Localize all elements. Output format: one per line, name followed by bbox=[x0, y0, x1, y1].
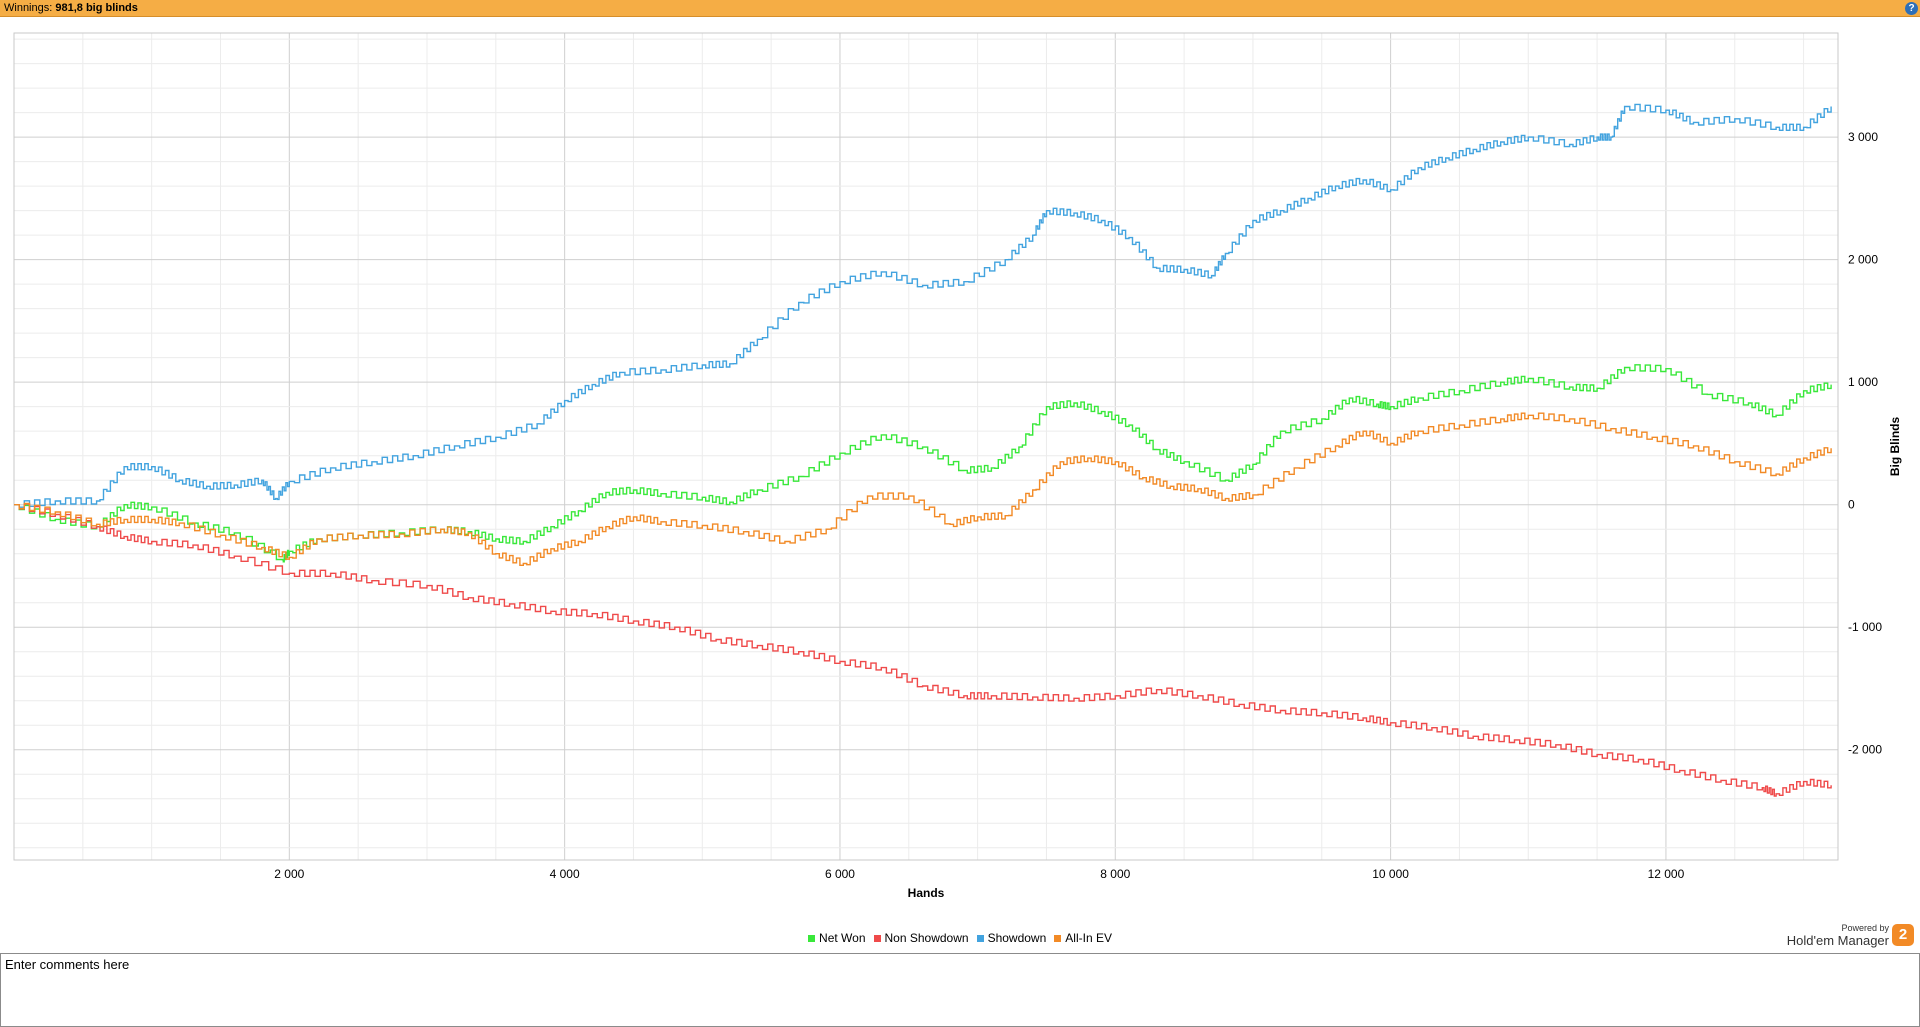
y-tick-label: 2 000 bbox=[1848, 253, 1878, 267]
x-axis-ticks: 2 000 4 000 6 000 8 000 10 000 12 000 bbox=[274, 867, 1684, 881]
y-tick-label: 0 bbox=[1848, 498, 1855, 512]
product-name: Hold'em Manager bbox=[1786, 933, 1889, 948]
y-axis-ticks: -2 000 -1 000 0 1 000 2 000 3 000 bbox=[1848, 130, 1882, 757]
legend-label: Net Won bbox=[819, 931, 866, 945]
question-icon[interactable]: ? bbox=[1905, 2, 1918, 15]
y-tick-label: 1 000 bbox=[1848, 375, 1878, 389]
winnings-label: Winnings: bbox=[4, 2, 53, 14]
powered-by-text: Powered by bbox=[1841, 923, 1889, 933]
legend-label: Non Showdown bbox=[884, 931, 969, 945]
series-layer bbox=[14, 103, 1832, 797]
series-line-net-won bbox=[14, 364, 1832, 563]
x-tick-label: 12 000 bbox=[1648, 867, 1685, 881]
legend-swatch bbox=[976, 935, 984, 942]
winnings-header: Winnings: 981,8 big blinds ? bbox=[0, 0, 1920, 17]
series-line-non-showdown bbox=[14, 503, 1832, 797]
powered-by: Powered by Hold'em Manager bbox=[1787, 923, 1889, 949]
comments-input[interactable] bbox=[0, 953, 1920, 1027]
series-line-showdown bbox=[14, 103, 1832, 508]
x-tick-label: 10 000 bbox=[1372, 867, 1409, 881]
winnings-summary: Winnings: 981,8 big blinds bbox=[4, 0, 138, 17]
hm-logo-icon: 2 bbox=[1892, 924, 1914, 946]
legend-item[interactable]: Showdown bbox=[976, 931, 1047, 945]
y-tick-label: -2 000 bbox=[1848, 743, 1882, 757]
winnings-value: 981,8 big blinds bbox=[55, 2, 138, 14]
x-axis-label: Hands bbox=[908, 886, 945, 900]
legend-swatch bbox=[808, 935, 816, 942]
legend-swatch bbox=[1054, 935, 1062, 942]
legend-label: Showdown bbox=[987, 931, 1047, 945]
plot-border bbox=[13, 32, 1839, 861]
x-tick-label: 4 000 bbox=[550, 867, 580, 881]
x-tick-label: 2 000 bbox=[274, 867, 304, 881]
chart-legend: Net Won Non Showdown Showdown All-In EV bbox=[0, 931, 1920, 945]
legend-label: All-In EV bbox=[1065, 931, 1112, 945]
legend-item[interactable]: Net Won bbox=[808, 931, 866, 945]
x-tick-label: 6 000 bbox=[825, 867, 855, 881]
winnings-chart: 2 000 4 000 6 000 8 000 10 000 12 000 -2 000-… bbox=[13, 32, 1902, 900]
legend-item[interactable]: All-In EV bbox=[1054, 931, 1112, 945]
series-line-all-in-ev bbox=[14, 412, 1832, 566]
x-tick-label: 8 000 bbox=[1100, 867, 1130, 881]
chart-grid bbox=[14, 33, 1838, 860]
legend-item[interactable]: Non Showdown bbox=[873, 931, 969, 945]
y-tick-label: 3 000 bbox=[1848, 130, 1878, 144]
y-tick-label: -1 000 bbox=[1848, 620, 1882, 634]
y-axis-label: Big Blinds bbox=[1888, 417, 1902, 477]
legend-swatch bbox=[873, 935, 881, 942]
